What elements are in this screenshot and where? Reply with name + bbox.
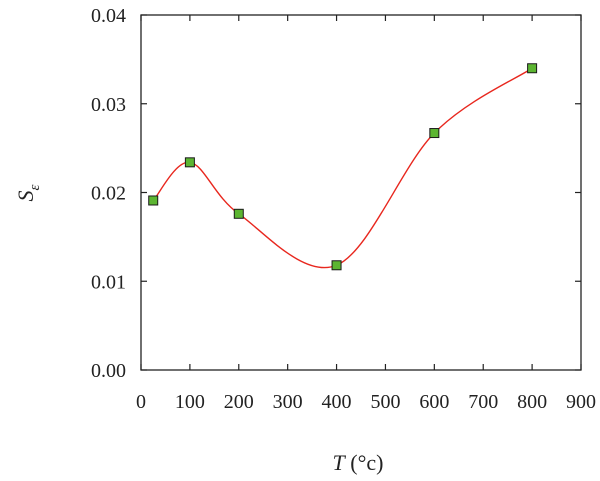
y-tick-label: 0.01 — [91, 271, 126, 293]
x-tick-label: 200 — [224, 391, 254, 413]
x-tick-label: 400 — [322, 391, 352, 413]
data-point — [429, 128, 440, 139]
x-tick-label: 300 — [273, 391, 303, 413]
y-tick-label: 0.02 — [91, 183, 126, 205]
x-tick-label: 700 — [468, 391, 498, 413]
x-tick-label: 100 — [175, 391, 205, 413]
data-point — [233, 208, 244, 219]
data-points-layer — [148, 63, 538, 271]
y-axis-label-base: S — [13, 190, 38, 201]
y-tick-label: 0.03 — [91, 94, 126, 116]
fitted-curve — [152, 67, 533, 269]
x-axis-label-var: T — [333, 450, 347, 475]
data-point — [331, 260, 342, 271]
axis-ticks-layer: 0 100 200 300 400 500 600 700 800 900 0.00 0.01 0.02… — [91, 5, 596, 413]
x-axis-label: T (°c) — [333, 450, 384, 475]
x-tick-label: 600 — [419, 391, 449, 413]
plot-frame — [140, 14, 582, 371]
data-point — [148, 195, 159, 206]
x-axis-label-unit: (°c) — [345, 450, 384, 475]
y-axis-label-subscript: ε — [27, 184, 43, 190]
y-tick-label: 0.04 — [91, 5, 126, 27]
data-point — [527, 63, 538, 74]
fitted-curve-layer — [152, 67, 533, 269]
x-tick-label: 0 — [136, 391, 146, 413]
x-tick-label: 500 — [370, 391, 400, 413]
x-tick-label: 800 — [517, 391, 547, 413]
y-axis-label: Sε — [13, 184, 43, 201]
y-tick-label: 0.00 — [91, 360, 126, 382]
data-point — [184, 157, 195, 168]
x-tick-label: 900 — [566, 391, 596, 413]
